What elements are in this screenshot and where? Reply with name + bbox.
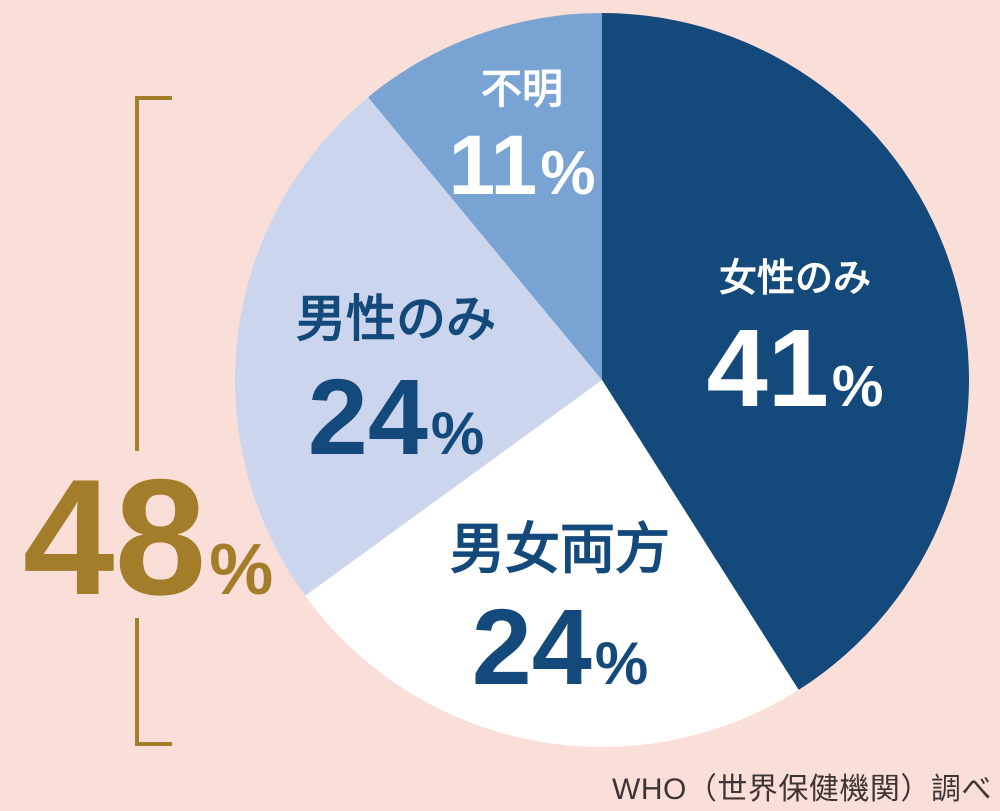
- slice-label: 女性のみ: [718, 258, 872, 300]
- slice-label: 不明: [480, 66, 563, 112]
- pie-slice-0: [602, 13, 970, 690]
- slice-value: 24: [307, 355, 428, 477]
- percent-sign: %: [594, 630, 649, 698]
- slice-label-group-male-only: 男性のみ 24%: [296, 291, 496, 471]
- slice-value: 11: [448, 118, 538, 213]
- highlight-percent-sign: %: [209, 530, 274, 610]
- highlight-bracket-bottom: [135, 618, 172, 746]
- slice-label-group-unknown: 不明 11%: [448, 66, 595, 207]
- slice-label: 男性のみ: [296, 291, 496, 347]
- source-note: WHO（世界保健機関）調べ: [612, 773, 992, 806]
- slice-value: 24: [471, 586, 592, 708]
- percent-sign: %: [540, 139, 596, 209]
- pie-slice-2: [235, 97, 603, 596]
- highlight-48-percent: 48%: [23, 455, 273, 620]
- percent-sign: %: [831, 353, 884, 419]
- slice-label-group-both: 男女両方 24%: [450, 518, 670, 701]
- highlight-value: 48: [22, 445, 207, 629]
- slice-label: 男女両方: [449, 518, 671, 580]
- percent-sign: %: [430, 399, 485, 467]
- slice-label-group-female-only: 女性のみ 41%: [707, 258, 884, 424]
- pie-slice-3: [368, 13, 602, 380]
- slice-value: 41: [706, 306, 829, 430]
- highlight-bracket-top: [135, 96, 172, 451]
- pie-slice-1: [305, 380, 799, 747]
